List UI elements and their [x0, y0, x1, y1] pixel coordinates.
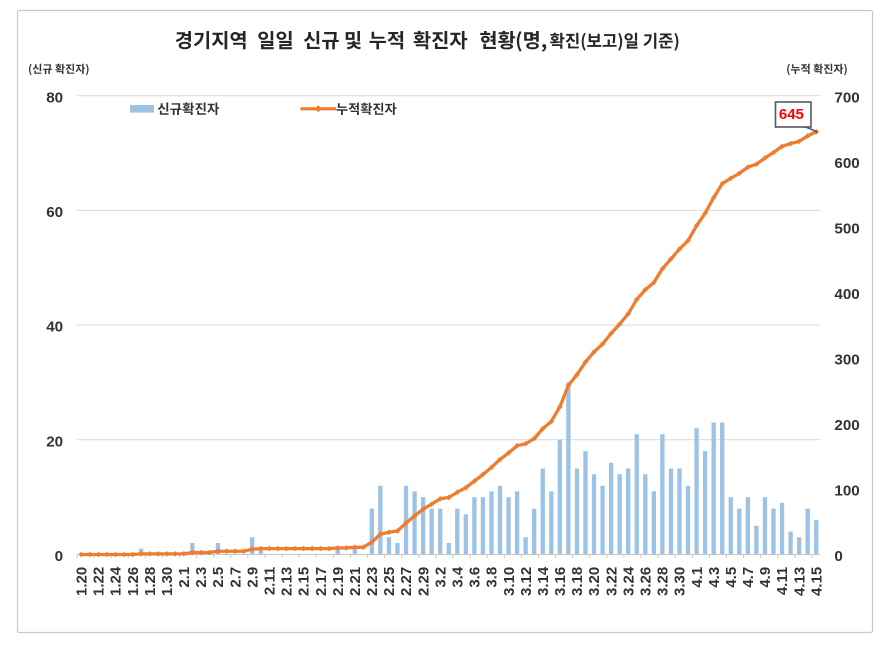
- svg-text:1.22: 1.22: [91, 567, 108, 596]
- svg-text:2.9: 2.9: [244, 567, 261, 588]
- svg-text:2.15: 2.15: [296, 567, 313, 596]
- svg-text:2.29: 2.29: [415, 567, 432, 596]
- svg-text:2.23: 2.23: [364, 567, 381, 596]
- svg-text:0: 0: [834, 548, 842, 565]
- svg-text:2.7: 2.7: [227, 567, 244, 588]
- svg-text:40: 40: [46, 319, 63, 336]
- svg-text:4.3: 4.3: [706, 567, 723, 588]
- svg-text:3.10: 3.10: [501, 567, 518, 596]
- svg-text:3.22: 3.22: [603, 567, 620, 596]
- svg-text:3.20: 3.20: [586, 567, 603, 596]
- svg-text:600: 600: [834, 155, 859, 172]
- svg-text:3.4: 3.4: [450, 566, 467, 588]
- svg-text:1.20: 1.20: [73, 567, 90, 596]
- svg-text:3.28: 3.28: [655, 567, 672, 596]
- svg-text:300: 300: [834, 352, 859, 369]
- svg-text:4.5: 4.5: [723, 567, 740, 588]
- svg-text:1.30: 1.30: [159, 567, 176, 596]
- svg-text:4.13: 4.13: [791, 567, 808, 596]
- svg-text:2.13: 2.13: [279, 567, 296, 596]
- svg-text:3.24: 3.24: [620, 566, 637, 596]
- svg-text:3.16: 3.16: [552, 567, 569, 596]
- svg-text:2.21: 2.21: [347, 567, 364, 596]
- svg-text:2.17: 2.17: [313, 567, 330, 596]
- svg-text:2.27: 2.27: [398, 567, 415, 596]
- svg-text:80: 80: [46, 89, 63, 106]
- svg-text:20: 20: [46, 433, 63, 450]
- svg-text:3.6: 3.6: [467, 567, 484, 588]
- svg-text:500: 500: [834, 220, 859, 237]
- svg-text:4.1: 4.1: [689, 567, 706, 588]
- svg-text:3.26: 3.26: [638, 567, 655, 596]
- svg-text:100: 100: [834, 483, 859, 500]
- svg-text:4.9: 4.9: [757, 567, 774, 588]
- svg-text:4.11: 4.11: [774, 567, 791, 595]
- svg-text:2.11: 2.11: [261, 567, 278, 595]
- svg-text:400: 400: [834, 286, 859, 303]
- svg-text:2.3: 2.3: [193, 567, 210, 588]
- svg-text:4.7: 4.7: [740, 567, 757, 588]
- svg-text:2.19: 2.19: [330, 567, 347, 596]
- svg-text:645: 645: [779, 106, 804, 123]
- svg-text:2.5: 2.5: [210, 567, 227, 588]
- svg-text:0: 0: [55, 548, 63, 565]
- svg-text:3.30: 3.30: [672, 567, 689, 596]
- svg-text:1.28: 1.28: [142, 567, 159, 596]
- svg-text:3.12: 3.12: [518, 567, 535, 596]
- svg-text:3.14: 3.14: [535, 566, 552, 596]
- svg-text:3.2: 3.2: [432, 567, 449, 588]
- svg-text:1.26: 1.26: [125, 567, 142, 596]
- svg-text:2.25: 2.25: [381, 567, 398, 596]
- svg-text:4.15: 4.15: [808, 567, 825, 596]
- svg-text:2.1: 2.1: [176, 567, 193, 588]
- svg-text:3.18: 3.18: [569, 567, 586, 596]
- svg-text:200: 200: [834, 417, 859, 434]
- svg-text:1.24: 1.24: [108, 566, 125, 596]
- svg-text:700: 700: [834, 89, 859, 106]
- svg-text:60: 60: [46, 204, 63, 221]
- svg-text:3.8: 3.8: [484, 567, 501, 588]
